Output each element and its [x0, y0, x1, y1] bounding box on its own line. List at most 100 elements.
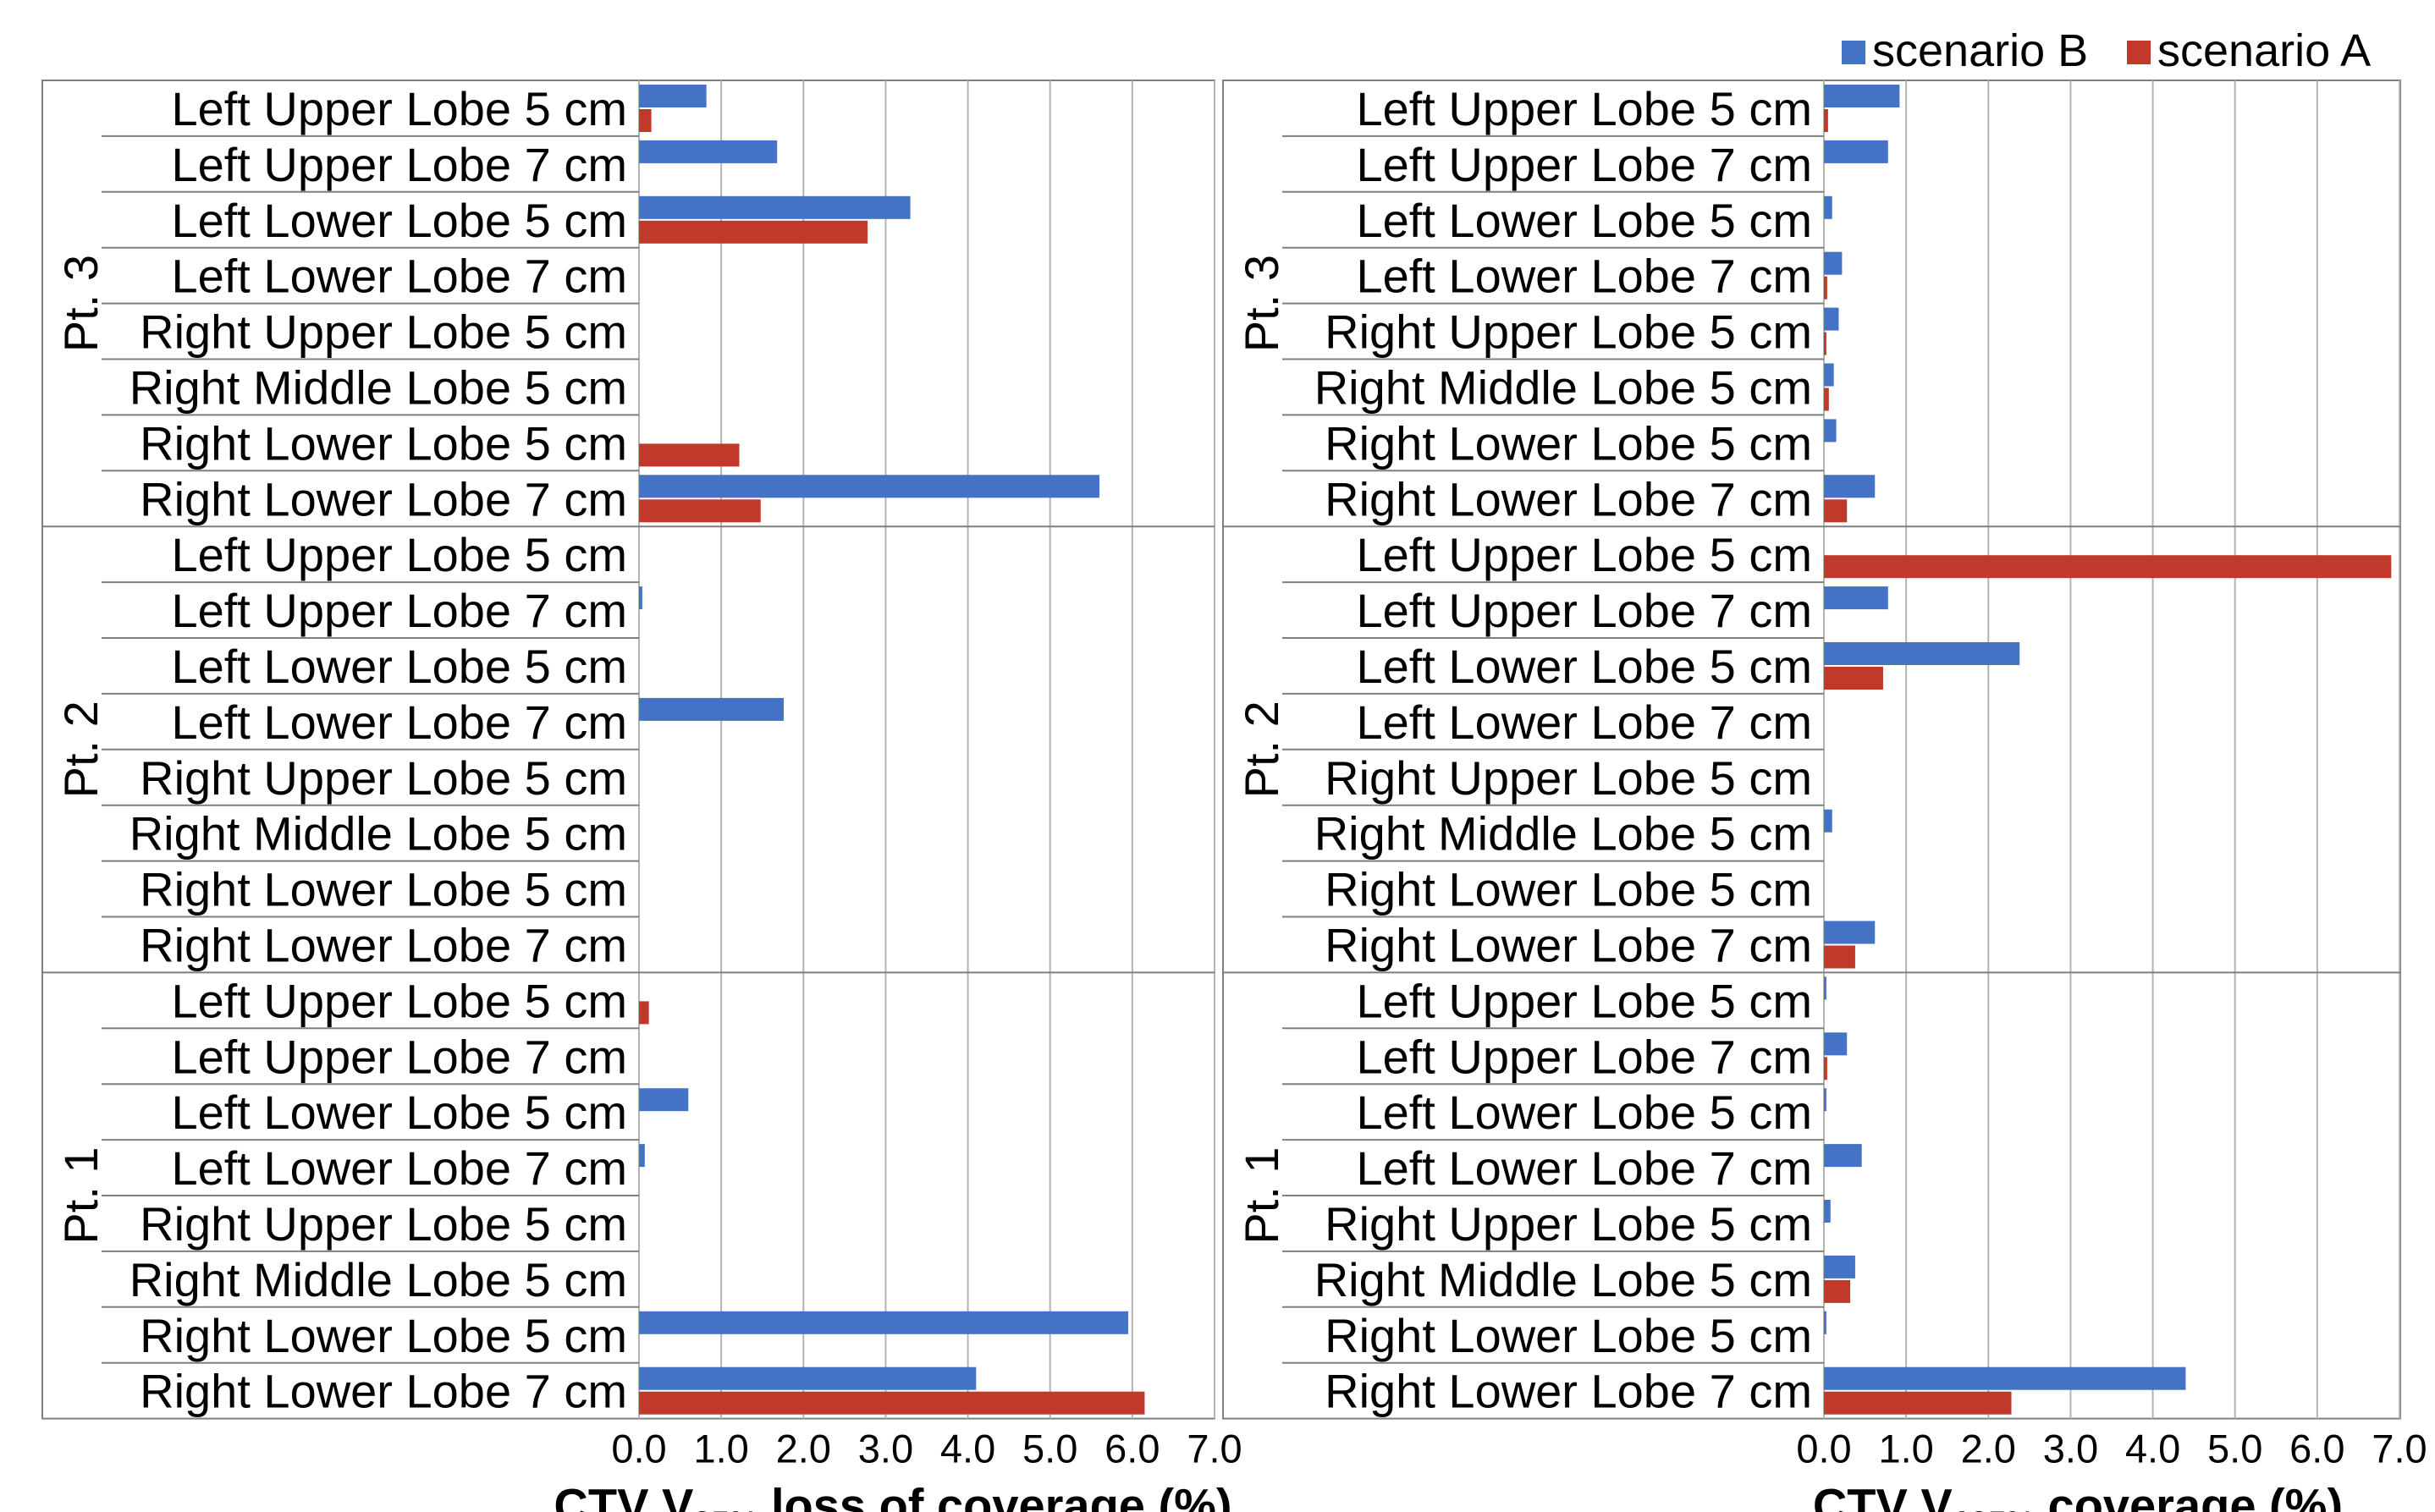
- x-tick-label: 0.0: [1796, 1427, 1851, 1471]
- category-label: Left Upper Lobe 5 cm: [1356, 974, 1812, 1027]
- category-label: Left Lower Lobe 7 cm: [1356, 696, 1812, 749]
- bar-scenario-a: [1824, 667, 1883, 690]
- bar-scenario-b: [1824, 976, 1826, 1000]
- group-label: Pt. 2: [54, 701, 107, 798]
- x-axis-title-suffix: loss of coverage (%): [757, 1479, 1231, 1512]
- category-label: Right Middle Lobe 5 cm: [1314, 807, 1812, 860]
- x-tick-label: 2.0: [1961, 1427, 2016, 1471]
- category-label: Right Middle Lobe 5 cm: [129, 360, 627, 414]
- category-label: Left Upper Lobe 7 cm: [1356, 1030, 1812, 1083]
- bar-scenario-b: [1824, 586, 1888, 610]
- x-tick-label: 4.0: [2125, 1427, 2180, 1471]
- category-label: Right Upper Lobe 5 cm: [140, 305, 627, 359]
- category-label: Left Lower Lobe 5 cm: [1356, 194, 1812, 247]
- category-label: Right Lower Lobe 7 cm: [140, 472, 627, 525]
- legend-label-scenario-a: scenario A: [2157, 25, 2371, 76]
- bar-scenario-b: [639, 1088, 689, 1112]
- bar-scenario-b: [639, 1311, 1128, 1334]
- category-label: Left Upper Lobe 5 cm: [171, 528, 627, 581]
- category-label: Left Upper Lobe 7 cm: [171, 584, 627, 637]
- bar-scenario-b: [639, 85, 707, 107]
- category-label: Left Lower Lobe 5 cm: [171, 640, 627, 693]
- category-label: Right Lower Lobe 5 cm: [140, 416, 627, 470]
- left-panel: 0.0 1.0 2.0 3.0 4.0 5.0 6.0 7.0 Pt. 3 Left Upper …: [41, 80, 1242, 1512]
- bar-scenario-b: [1824, 1255, 1855, 1278]
- bar-scenario-b: [1824, 1200, 1831, 1223]
- category-label: Right Upper Lobe 5 cm: [1325, 1197, 1812, 1251]
- category-label: Left Upper Lobe 7 cm: [1356, 138, 1812, 191]
- bar-scenario-b: [639, 697, 784, 721]
- legend: scenario B scenario A: [1842, 25, 2371, 76]
- category-label: Right Upper Lobe 5 cm: [140, 1197, 627, 1251]
- x-axis-title-subscript: 105%: [1953, 1506, 2035, 1512]
- legend-swatch-scenario-b: [1842, 41, 1865, 64]
- bar-scenario-a: [639, 109, 652, 132]
- bar-scenario-b: [1824, 921, 1876, 944]
- category-label: Right Lower Lobe 5 cm: [1325, 416, 1812, 470]
- category-label: Right Lower Lobe 5 cm: [1325, 863, 1812, 916]
- x-tick-label: 1.0: [693, 1427, 748, 1471]
- category-label: Left Lower Lobe 7 cm: [1356, 1141, 1812, 1195]
- bar-scenario-b: [1824, 642, 2020, 665]
- category-label: Left Upper Lobe 7 cm: [171, 1030, 627, 1083]
- bar-scenario-b: [1824, 1088, 1826, 1112]
- category-label: Left Upper Lobe 5 cm: [1356, 528, 1812, 581]
- bar-scenario-b: [1824, 307, 1839, 331]
- group-label: Pt. 1: [1235, 1146, 1288, 1244]
- category-label: Right Upper Lobe 5 cm: [1325, 305, 1812, 359]
- bar-scenario-a: [1824, 1057, 1827, 1080]
- x-tick-label: 2.0: [776, 1427, 831, 1471]
- bar-scenario-a: [639, 220, 868, 244]
- x-axis-title-subscript: 95%: [693, 1506, 757, 1512]
- x-tick-label: 6.0: [2289, 1427, 2344, 1471]
- x-axis-title-prefix: CTV V: [554, 1479, 693, 1512]
- group-label: Pt. 2: [1235, 701, 1288, 798]
- group-label: Pt. 3: [54, 255, 107, 352]
- bar-scenario-b: [1824, 1311, 1826, 1334]
- bar-scenario-b: [639, 140, 778, 163]
- category-label: Left Upper Lobe 5 cm: [171, 974, 627, 1027]
- bar-scenario-a: [1824, 332, 1826, 355]
- x-axis-title: CTV V95% loss of coverage (%): [554, 1479, 1231, 1512]
- bar-scenario-b: [1824, 363, 1834, 387]
- bar-scenario-b: [639, 1366, 977, 1390]
- bar-scenario-a: [1824, 109, 1828, 132]
- bar-scenario-a: [1824, 1391, 2012, 1415]
- x-axis-title: CTV V105% coverage (%): [1813, 1479, 2343, 1512]
- category-label: Right Lower Lobe 5 cm: [1325, 1309, 1812, 1362]
- bar-scenario-b: [1824, 85, 1900, 107]
- category-label: Right Lower Lobe 7 cm: [1325, 472, 1812, 525]
- category-label: Left Lower Lobe 7 cm: [171, 1141, 627, 1195]
- x-tick-label: 5.0: [1022, 1427, 1077, 1471]
- category-label: Left Lower Lobe 7 cm: [171, 696, 627, 749]
- category-label: Right Middle Lobe 5 cm: [1314, 360, 1812, 414]
- category-label: Left Upper Lobe 7 cm: [171, 138, 627, 191]
- category-label: Left Upper Lobe 7 cm: [1356, 584, 1812, 637]
- category-label: Left Lower Lobe 7 cm: [1356, 250, 1812, 303]
- category-label: Left Lower Lobe 5 cm: [171, 194, 627, 247]
- legend-swatch-scenario-a: [2127, 41, 2151, 64]
- bar-scenario-a: [1824, 388, 1829, 411]
- bar-scenario-a: [639, 1391, 1145, 1415]
- bar-scenario-b: [1824, 251, 1843, 275]
- x-tick-label: 3.0: [2043, 1427, 2098, 1471]
- category-label: Left Upper Lobe 5 cm: [171, 82, 627, 135]
- bar-scenario-a: [639, 499, 761, 523]
- category-label: Right Upper Lobe 5 cm: [140, 751, 627, 805]
- x-axis-title-suffix: coverage (%): [2035, 1479, 2343, 1512]
- bar-scenario-b: [1824, 1144, 1862, 1168]
- bar-scenario-a: [639, 1001, 649, 1025]
- bar-scenario-b: [1824, 140, 1888, 163]
- category-label: Right Lower Lobe 7 cm: [140, 918, 627, 971]
- x-tick-label: 3.0: [858, 1427, 913, 1471]
- category-label: Left Lower Lobe 5 cm: [1356, 1086, 1812, 1139]
- bar-scenario-b: [639, 1144, 645, 1168]
- bar-scenario-b: [1824, 475, 1876, 498]
- bar-scenario-b: [639, 586, 642, 610]
- category-label: Left Lower Lobe 7 cm: [171, 250, 627, 303]
- x-tick-label: 5.0: [2207, 1427, 2262, 1471]
- x-tick-label: 1.0: [1878, 1427, 1933, 1471]
- bar-scenario-b: [1824, 1032, 1848, 1056]
- group-label: Pt. 3: [1235, 255, 1288, 352]
- x-tick-label: 6.0: [1105, 1427, 1160, 1471]
